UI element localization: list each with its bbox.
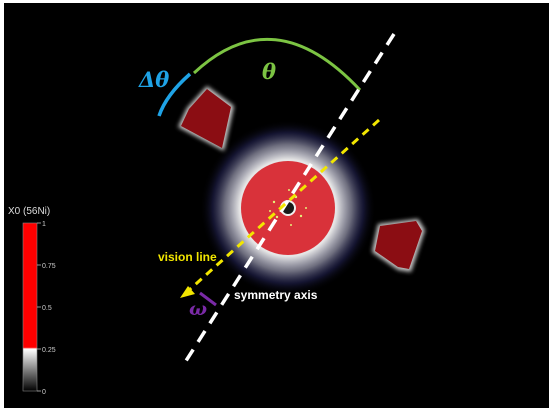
fragment-upper-left: [178, 86, 234, 151]
colorbar-tick: 0.25: [42, 347, 56, 354]
figure-canvas: θ Δθ ω vision line symmetry axis X0 (56N…: [4, 3, 549, 408]
delta-theta-arc: [157, 72, 192, 117]
theta-arc: [192, 37, 362, 92]
colorbar-scale: [22, 222, 38, 392]
colorbar-tick: 0.75: [42, 263, 56, 270]
colorbar-tick: 0.5: [42, 305, 52, 312]
colorbar-tick: 1: [42, 221, 46, 228]
omega-marker: [199, 291, 217, 307]
colorbar-title: X0 (56Ni): [8, 206, 50, 217]
delta-theta-label: Δθ: [138, 67, 169, 92]
theta-label: θ: [262, 59, 276, 84]
vision-line-label: vision line: [158, 250, 217, 264]
fragment-right: [372, 219, 425, 272]
colorbar-tick: 0: [42, 389, 46, 396]
vision-line-arrowhead: [180, 286, 195, 298]
diagram-svg: θ Δθ ω vision line symmetry axis X0 (56N…: [8, 33, 425, 396]
omega-label: ω: [189, 298, 207, 320]
symmetry-axis-label: symmetry axis: [234, 288, 318, 302]
vision-line-arrow: [186, 118, 381, 293]
colorbar: X0 (56Ni) 1 0.75 0.5 0.25 0: [8, 206, 56, 396]
